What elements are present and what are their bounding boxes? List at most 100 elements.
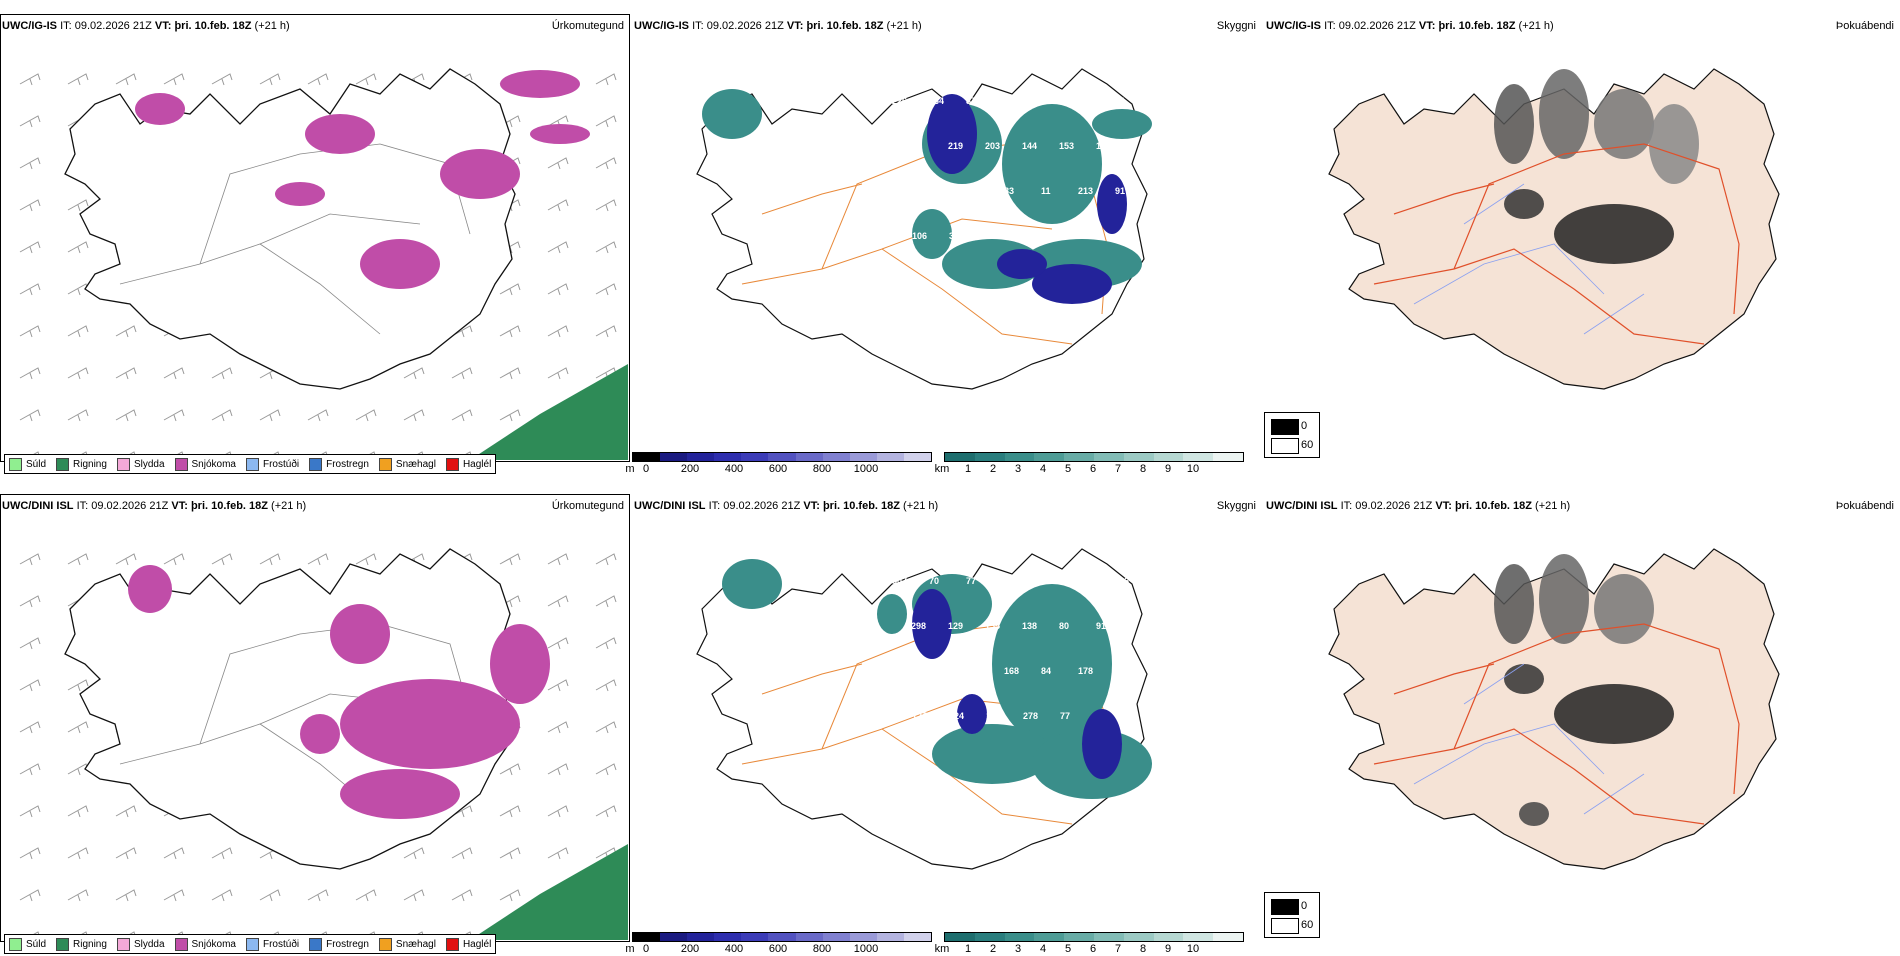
visibility-value-label: 35 — [949, 231, 959, 241]
visibility-value-label: 152 — [930, 666, 945, 676]
colorbar-tick: 6 — [1089, 943, 1097, 955]
visibility-value-label: 202 — [1077, 576, 1092, 586]
colorbar-segment — [1034, 933, 1065, 941]
visibility-value-label: 147 — [986, 711, 1001, 721]
fog-index-area — [1594, 89, 1654, 159]
colorbar-segment — [903, 453, 932, 461]
fog-index-panel: UWC/DINI ISL IT: 09.02.2026 21Z VT: þri.… — [1264, 494, 1900, 956]
legend-swatch — [116, 457, 130, 471]
colorbar-segment — [974, 453, 1005, 461]
colorbar-segment — [795, 933, 823, 941]
colorbar-tick: 6 — [1089, 463, 1097, 475]
visibility-value-label: 88 — [1003, 96, 1013, 106]
fog-index-area — [1554, 204, 1674, 264]
colorbar-segment — [945, 933, 975, 941]
colorbar-segment — [849, 933, 877, 941]
panel-type-label: Úrkomutegund — [551, 500, 624, 512]
colorbar-segment — [903, 933, 932, 941]
rain-area — [470, 844, 628, 940]
legend-item: Snjókoma — [174, 937, 236, 951]
visibility-colorbar: km 1 2 3 4 5 6 7 8 9 10 — [935, 452, 1244, 476]
visibility-panel: UWC/IG-IS IT: 09.02.2026 21Z VT: þri. 10… — [625, 14, 1262, 476]
cloud-base-area — [927, 94, 977, 174]
snowfall-area — [440, 149, 520, 199]
legend-item: Súld — [9, 457, 46, 471]
fog-index-area — [1539, 554, 1589, 644]
visibility-value-label: 164 — [929, 96, 944, 106]
visibility-value-label: 155 — [985, 621, 1000, 631]
legend-swatch — [1271, 438, 1299, 454]
colorbar-segment — [945, 453, 975, 461]
colorbar-tick: 5 — [1064, 943, 1072, 955]
colorbar-segment — [1004, 933, 1035, 941]
colorbar-segment — [1064, 933, 1094, 941]
visibility-value-label: 122 — [893, 186, 908, 196]
legend-item: Frostregn — [309, 457, 369, 471]
panel-type-label: Skyggni — [1216, 500, 1256, 512]
colorbar-tick: 10 — [1186, 943, 1200, 955]
fog-index-area — [1594, 574, 1654, 644]
fog-index-area — [1649, 104, 1699, 184]
visibility-value-label: 206 — [1114, 576, 1129, 586]
low-visibility-area — [1002, 104, 1102, 224]
snowfall-area — [340, 679, 520, 769]
visibility-value-label: 127 — [912, 711, 927, 721]
fog-index-area — [1494, 84, 1534, 164]
colorbar-tick: 400 — [724, 463, 744, 475]
visibility-value-label: 168 — [1004, 666, 1019, 676]
legend-item: Frostregn — [309, 937, 369, 951]
legend-swatch — [378, 937, 392, 951]
precip-legend: Súld Rigning Slydda Snjókoma Frostúði Fr… — [4, 454, 497, 474]
colorbar-segment — [714, 933, 742, 941]
legend-swatch — [9, 937, 22, 951]
cloud-base-area — [1082, 709, 1122, 779]
snowfall-area — [305, 114, 375, 154]
fog-index-panel: UWC/IG-IS IT: 09.02.2026 21Z VT: þri. 10… — [1264, 14, 1900, 476]
colorbar-segment — [1213, 933, 1243, 941]
colorbar-segment — [1093, 933, 1124, 941]
colorbar-tick: 200 — [680, 463, 700, 475]
snowfall-area — [128, 565, 172, 613]
snowfall-area — [360, 239, 440, 289]
snowfall-area — [530, 124, 590, 144]
colorbar-segment — [687, 453, 715, 461]
panel-type-label: Þokuábendi — [1835, 500, 1894, 512]
colorbar-segment — [741, 453, 769, 461]
cloud-base-area — [957, 694, 987, 734]
colorbar-segment — [974, 933, 1005, 941]
colorbar-tick: 400 — [724, 943, 744, 955]
snowfall-area — [275, 182, 325, 206]
colorbar-segment — [660, 453, 688, 461]
visibility-value-label: 203 — [985, 141, 1000, 151]
legend-item: Slydda — [116, 457, 165, 471]
legend-swatch — [309, 937, 323, 951]
panel-type-label: Úrkomutegund — [551, 20, 624, 32]
legend-item: Rigning — [56, 937, 107, 951]
colorbar-tick: 2 — [989, 463, 997, 475]
panel-title: UWC/IG-IS IT: 09.02.2026 21Z VT: þri. 10… — [634, 20, 922, 32]
visibility-value-label: 106 — [912, 231, 927, 241]
colorbar-tick: 8 — [1139, 463, 1147, 475]
snowfall-area — [490, 624, 550, 704]
visibility-value-label: 213 — [1078, 186, 1093, 196]
visibility-value-label: 91 — [1096, 621, 1106, 631]
colorbar-segment — [1064, 453, 1094, 461]
visibility-value-label: 70 — [929, 576, 939, 586]
colorbar-segment — [795, 453, 823, 461]
colorbar-tick: 0 — [642, 463, 650, 475]
road-network — [1373, 143, 1740, 345]
snowfall-area — [500, 70, 580, 98]
colorbar-tick: 2 — [989, 943, 997, 955]
river-network — [1413, 183, 1645, 335]
visibility-value-label: 151 — [1115, 666, 1130, 676]
colorbar-segment — [1093, 453, 1124, 461]
panel-title: UWC/DINI ISL IT: 09.02.2026 21Z VT: þri.… — [2, 500, 307, 512]
iceland-outline — [64, 68, 516, 390]
cloud-base-area — [1032, 264, 1112, 304]
colorbar-segment — [1153, 933, 1184, 941]
visibility-colorbar: km 1 2 3 4 5 6 7 8 9 10 — [935, 932, 1244, 956]
colorbar-segment — [822, 933, 850, 941]
snowfall-area — [330, 604, 390, 664]
fog-legend: 0 60 — [1264, 412, 1320, 458]
visibility-value-label: 83 — [1004, 186, 1014, 196]
